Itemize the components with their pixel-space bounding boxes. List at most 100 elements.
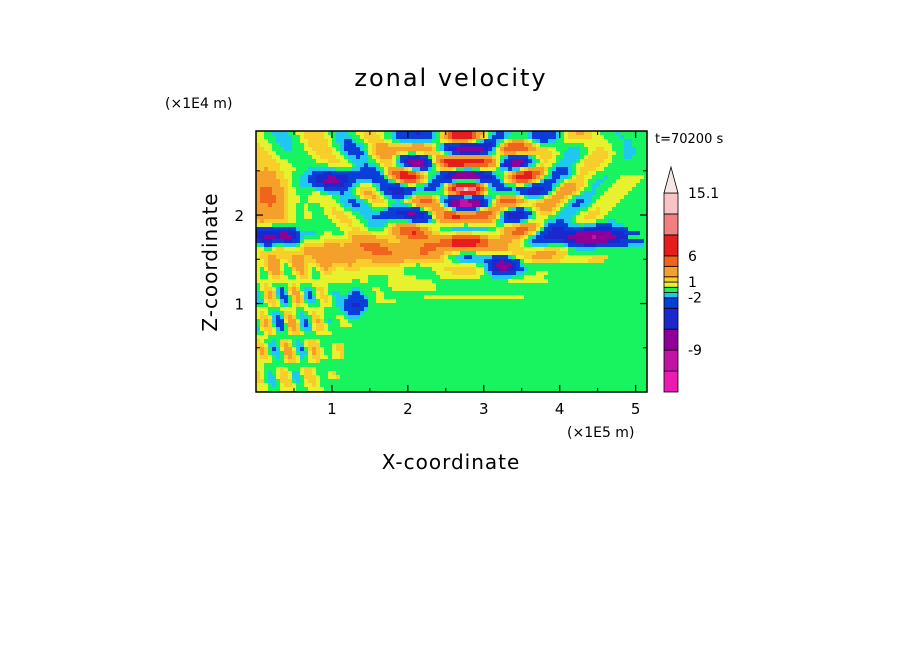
field-cell	[276, 159, 288, 163]
field-cell	[512, 239, 520, 243]
field-cell	[588, 155, 608, 159]
field-cell	[460, 259, 484, 263]
field-cell	[256, 315, 260, 319]
field-cell	[568, 147, 580, 151]
field-cell	[528, 135, 532, 139]
field-cell	[332, 347, 336, 351]
field-cell	[612, 183, 636, 187]
field-cell	[472, 203, 480, 207]
colorbar-segment	[663, 276, 679, 283]
field-cell	[272, 275, 280, 279]
field-cell	[580, 203, 588, 207]
field-cell	[512, 175, 516, 179]
field-cell	[548, 159, 556, 163]
field-cell	[268, 203, 272, 207]
field-cell	[276, 139, 292, 143]
field-cell	[256, 363, 264, 367]
field-cell	[500, 207, 504, 211]
field-cell	[524, 207, 528, 211]
field-cell	[432, 175, 436, 179]
field-cell	[380, 183, 400, 187]
field-cell	[260, 315, 268, 319]
field-cell	[384, 163, 392, 167]
field-cell	[272, 203, 284, 207]
colorbar-segment	[663, 234, 679, 257]
field-cell	[536, 163, 540, 167]
field-cell	[472, 131, 476, 135]
field-cell	[336, 343, 344, 347]
field-cell	[496, 147, 500, 151]
field-cell	[552, 255, 564, 259]
field-cell	[476, 191, 480, 195]
field-cell	[536, 251, 556, 255]
field-cell	[568, 135, 592, 139]
field-cell	[544, 247, 560, 251]
field-cell	[328, 163, 352, 167]
field-cell	[304, 339, 308, 343]
field-cell	[332, 355, 340, 359]
field-cell	[484, 187, 488, 191]
field-cell	[296, 319, 300, 323]
field-cell	[580, 171, 588, 175]
field-cell	[300, 139, 308, 143]
field-cell	[612, 231, 624, 235]
field-cell	[260, 323, 264, 327]
field-cell	[420, 247, 436, 251]
field-cell	[384, 167, 388, 171]
field-cell	[472, 195, 484, 199]
field-cell	[596, 243, 628, 247]
field-cell	[436, 219, 440, 223]
field-cell	[492, 175, 496, 179]
field-cell	[268, 379, 276, 383]
heatmap-plot-area	[255, 130, 648, 393]
field-cell	[452, 167, 456, 171]
field-cell	[436, 215, 444, 219]
field-cell	[284, 291, 288, 295]
field-cell	[264, 351, 268, 355]
field-cell	[280, 143, 292, 147]
field-cell	[256, 235, 264, 239]
field-cell	[492, 147, 496, 151]
field-cell	[304, 247, 364, 251]
field-cell	[340, 227, 352, 231]
field-cell	[260, 311, 264, 315]
field-cell	[436, 167, 440, 171]
field-cell	[440, 159, 444, 163]
field-cell	[496, 195, 500, 199]
field-cell	[500, 147, 504, 151]
field-cell	[316, 267, 320, 271]
field-cell	[532, 207, 536, 211]
field-cell	[320, 351, 324, 355]
field-cell	[484, 139, 496, 143]
field-cell	[388, 143, 412, 147]
field-cell	[444, 207, 448, 211]
field-cell	[308, 199, 336, 203]
field-cell	[500, 179, 504, 183]
field-cell	[256, 195, 260, 199]
field-cell	[268, 283, 272, 287]
field-cell	[452, 139, 468, 143]
field-cell	[324, 211, 332, 215]
field-cell	[304, 375, 316, 379]
field-cell	[288, 319, 296, 323]
field-cell	[480, 151, 488, 155]
field-cell	[368, 139, 384, 143]
field-cell	[452, 251, 460, 255]
field-cell	[256, 335, 268, 339]
field-cell	[536, 211, 540, 215]
field-cell	[272, 347, 276, 351]
field-cell	[280, 327, 284, 331]
field-cell	[344, 311, 348, 315]
field-cell	[364, 163, 368, 167]
field-cell	[332, 271, 404, 275]
field-cell	[280, 183, 288, 187]
field-cell	[492, 159, 496, 163]
field-cell	[372, 287, 380, 291]
field-cell	[516, 207, 524, 211]
field-cell	[452, 151, 460, 155]
field-cell	[264, 167, 268, 171]
field-cell	[344, 203, 352, 207]
field-cell	[320, 299, 324, 303]
field-cell	[444, 203, 448, 207]
time-label: t=70200 s	[655, 132, 723, 147]
